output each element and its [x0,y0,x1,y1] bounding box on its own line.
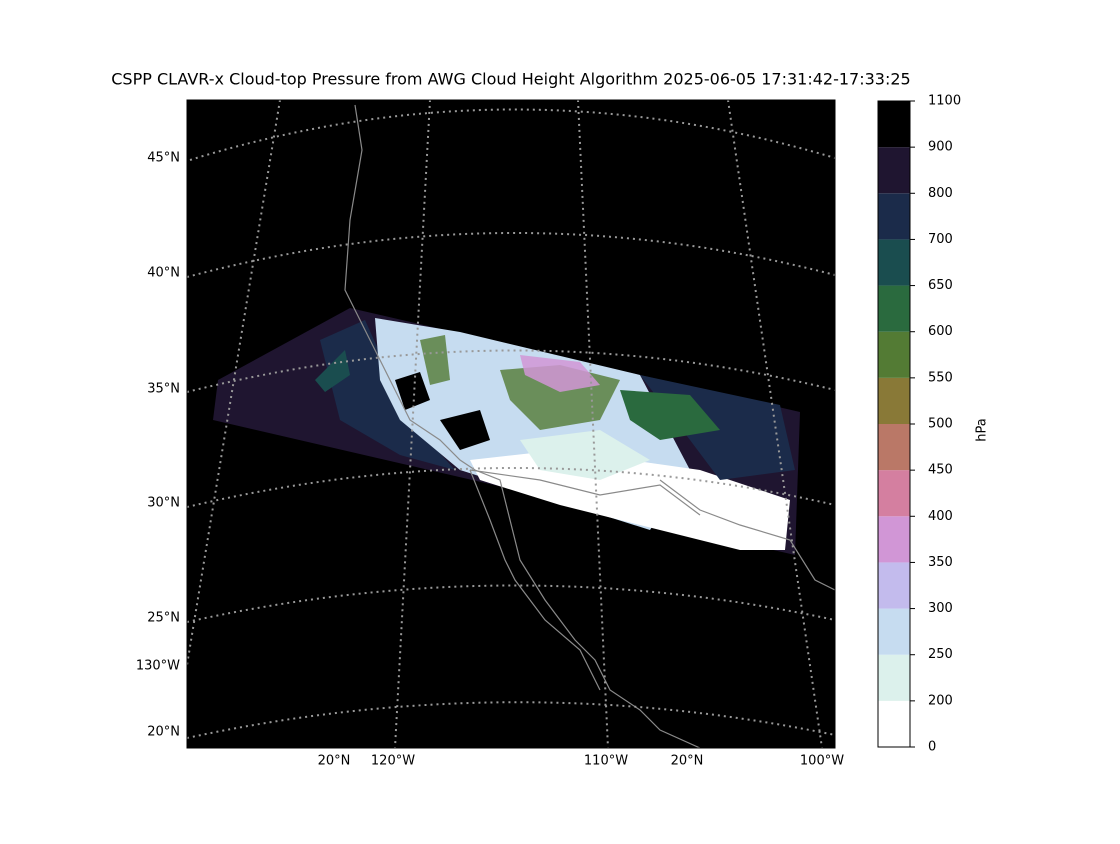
colorbar-segment [878,700,910,747]
lat-label: 20°N [147,725,180,740]
graticule [727,100,823,748]
map-frame [186,99,836,749]
colorbar-segment [878,516,910,563]
lon-label: 20°N [318,754,351,769]
colorbar-segment [878,562,910,609]
lon-label: 110°W [584,754,628,769]
lat-label: 25°N [147,611,180,626]
map-title: CSPP CLAVR-x Cloud-top Pressure from AWG… [111,70,910,89]
colorbar-label: hPa [975,418,990,441]
colorbar-tick-label: 350 [928,555,953,570]
clear-region [440,410,490,450]
cloud-region [470,450,790,550]
colorbar-tick-label: 600 [928,324,953,339]
colorbar-segment [878,101,910,148]
colorbar-segment [878,654,910,701]
colorbar-segment [878,331,910,378]
colorbar-tick-label: 250 [928,647,953,662]
colorbar-tick-label: 450 [928,463,953,478]
colorbar-segment [878,239,910,286]
colorbar-tick-label: 700 [928,232,953,247]
colorbar-tick-label: 1100 [928,94,961,109]
coastline [344,104,701,748]
colorbar-tick-label: 550 [928,370,953,385]
coastline [469,469,601,691]
cloud-region [520,355,600,392]
cloud-region [620,390,720,440]
graticule [187,584,835,623]
colorbar-tick-label: 650 [928,278,953,293]
graticule [577,100,609,748]
cloud-region [420,335,450,385]
colorbar-segment [878,470,910,517]
lon-label: 120°W [371,754,415,769]
colorbar-tick-label: 0 [928,740,936,755]
colorbar-segment [878,424,910,471]
map-panel [186,99,836,749]
colorbar-tick-label: 900 [928,140,953,155]
lat-label: 35°N [147,382,180,397]
lon-label: 20°N [671,754,704,769]
colorbar-segment [878,377,910,424]
border [469,469,701,516]
clear-region [395,372,430,410]
coastline [659,479,835,591]
graticule [187,701,835,739]
colorbar-segment [878,608,910,655]
cloud-region [520,430,650,480]
lat-label: 30°N [147,496,180,511]
colorbar-segment [878,285,910,332]
lat-label: 40°N [147,266,180,281]
colorbar-tick-label: 200 [928,693,953,708]
colorbar-segment [878,147,910,194]
cloud-region [315,350,350,392]
lon-label: 100°W [800,754,844,769]
colorbar-tick-label: 500 [928,417,953,432]
colorbar-tick-label: 800 [928,186,953,201]
lat-label: 130°W [136,659,180,674]
graticule [394,100,431,748]
colorbar-tick-label: 400 [928,509,953,524]
colorbar-segment [878,193,910,240]
lat-label: 45°N [147,151,180,166]
colorbar-tick-label: 300 [928,601,953,616]
